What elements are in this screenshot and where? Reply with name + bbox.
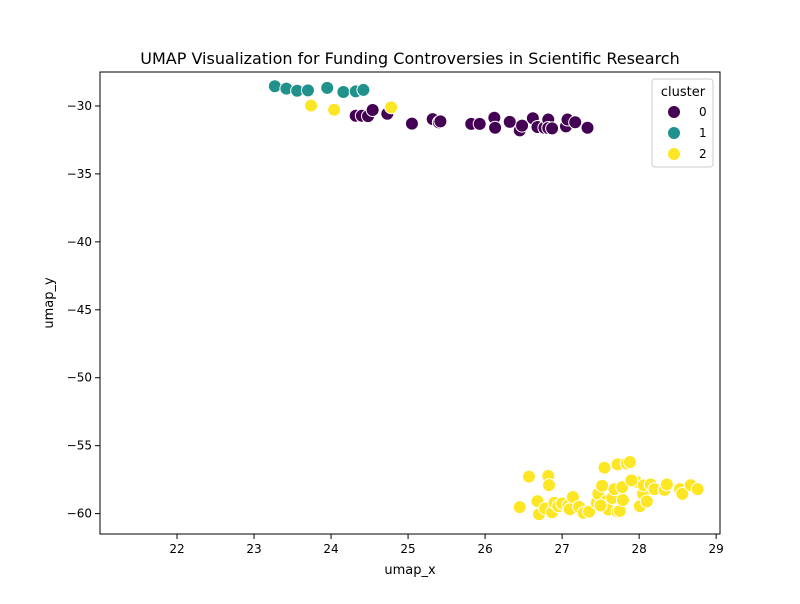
scatter-point-cluster-2 bbox=[597, 460, 612, 475]
legend-marker-1 bbox=[667, 126, 681, 140]
scatter-point-cluster-0 bbox=[545, 121, 560, 136]
x-tick-label: 22 bbox=[169, 542, 184, 556]
y-tick-label: −55 bbox=[67, 439, 92, 453]
scatter-point-cluster-1 bbox=[300, 83, 315, 98]
scatter-point-cluster-2 bbox=[639, 494, 654, 509]
scatter-point-cluster-2 bbox=[542, 478, 557, 493]
scatter-point-cluster-2 bbox=[384, 100, 399, 115]
legend-label-1: 1 bbox=[699, 126, 707, 140]
scatter-point-cluster-0 bbox=[472, 116, 487, 131]
legend-label-0: 0 bbox=[699, 105, 707, 119]
chart-title: UMAP Visualization for Funding Controver… bbox=[140, 49, 679, 68]
y-tick-label: −30 bbox=[67, 99, 92, 113]
scatter-point-cluster-0 bbox=[515, 118, 530, 133]
legend-title: cluster bbox=[661, 85, 706, 100]
legend-marker-2 bbox=[667, 147, 681, 161]
scatter-point-cluster-0 bbox=[580, 120, 595, 135]
scatter-point-cluster-2 bbox=[521, 469, 536, 484]
scatter-point-cluster-2 bbox=[690, 482, 705, 497]
scatter-point-cluster-2 bbox=[595, 478, 610, 493]
y-tick-label: −35 bbox=[67, 167, 92, 181]
legend-entries: 0 1 2 bbox=[667, 105, 707, 161]
scatter-point-cluster-1 bbox=[320, 80, 335, 95]
scatter-point-cluster-0 bbox=[404, 116, 419, 131]
scatter-point-cluster-2 bbox=[512, 500, 527, 515]
legend-marker-0 bbox=[667, 105, 681, 119]
scatter-point-cluster-2 bbox=[593, 498, 608, 513]
scatter-point-cluster-2 bbox=[624, 473, 639, 488]
y-axis-label: umap_y bbox=[42, 277, 57, 329]
scatter-point-cluster-2 bbox=[304, 98, 319, 113]
legend-box bbox=[651, 78, 714, 168]
plot-area bbox=[99, 71, 721, 535]
y-tick-label: −45 bbox=[67, 303, 92, 317]
x-axis: 22 23 24 25 26 27 28 29 bbox=[169, 534, 724, 556]
scatter-point-cluster-0 bbox=[488, 120, 503, 135]
scatter-point-cluster-1 bbox=[356, 82, 371, 97]
scatter-point-cluster-2 bbox=[622, 454, 637, 469]
x-tick-label: 26 bbox=[477, 542, 492, 556]
scatter-point-cluster-1 bbox=[267, 79, 282, 94]
scatter-point-cluster-0 bbox=[365, 103, 380, 118]
y-axis: −60 −55 −50 −45 −40 −35 −30 bbox=[67, 99, 100, 521]
legend-label-2: 2 bbox=[699, 147, 707, 161]
x-tick-label: 23 bbox=[246, 542, 261, 556]
y-tick-label: −40 bbox=[67, 235, 92, 249]
legend: cluster 0 1 2 bbox=[651, 78, 714, 168]
scatter-point-cluster-2 bbox=[615, 493, 630, 508]
x-tick-label: 27 bbox=[554, 542, 569, 556]
scatter-point-cluster-2 bbox=[675, 486, 690, 501]
x-tick-label: 25 bbox=[400, 542, 415, 556]
scatter-point-cluster-2 bbox=[327, 102, 342, 117]
scatter-point-cluster-2 bbox=[659, 477, 674, 492]
x-tick-label: 29 bbox=[709, 542, 724, 556]
axes-frame bbox=[99, 71, 721, 535]
points-layer bbox=[267, 79, 705, 522]
y-tick-label: −50 bbox=[67, 371, 92, 385]
x-axis-label: umap_x bbox=[384, 563, 436, 578]
scatter-point-cluster-0 bbox=[433, 114, 448, 129]
x-tick-label: 24 bbox=[323, 542, 338, 556]
x-tick-label: 28 bbox=[631, 542, 646, 556]
scatter-point-cluster-0 bbox=[568, 115, 583, 130]
scatter-point-cluster-1 bbox=[336, 84, 351, 99]
scatter-point-cluster-2 bbox=[582, 504, 597, 519]
y-tick-label: −60 bbox=[67, 507, 92, 521]
